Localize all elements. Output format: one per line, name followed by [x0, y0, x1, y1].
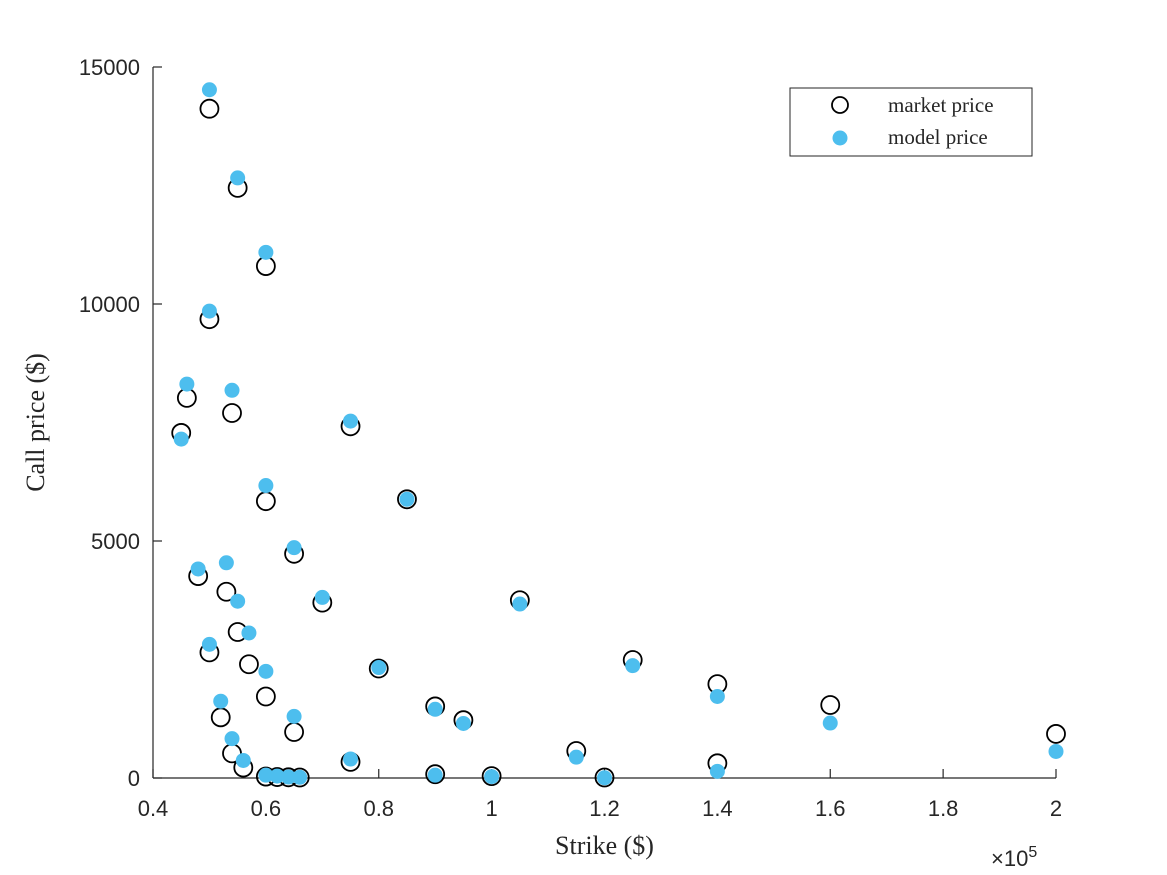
model-price-point	[230, 593, 246, 609]
model-price-point	[343, 413, 359, 429]
x-tick-label: 1.8	[928, 796, 959, 821]
model-price-point	[258, 244, 274, 260]
x-axis-label: Strike ($)	[555, 831, 654, 860]
x-tick-label: 0.8	[363, 796, 394, 821]
market-price-point	[1046, 724, 1066, 744]
model-price-point	[427, 767, 443, 783]
model-price-point	[314, 589, 330, 605]
x-tick-label: 2	[1050, 796, 1062, 821]
y-axis-label: Call price ($)	[21, 353, 50, 492]
x-axis-exponent-label: ×105	[991, 844, 1037, 871]
model-price-point	[568, 749, 584, 765]
tick-labels: 0.4 0.6 0.8 1 1.2 1.4 1.6 1.8 2 0 5000 10000 15000	[79, 55, 1062, 821]
model-price-point	[190, 561, 206, 577]
model-price-point	[625, 658, 641, 674]
model-price-point	[224, 382, 240, 398]
ticks	[152, 66, 1057, 779]
model-price-point	[822, 715, 838, 731]
model-price-point	[258, 663, 274, 679]
legend-label-market-price: market price	[888, 93, 994, 117]
model-price-point	[709, 763, 725, 779]
market-price-point	[199, 98, 220, 119]
axes	[152, 67, 1056, 779]
x-tick-label: 1.2	[589, 796, 620, 821]
x-exponent-base: ×10	[991, 846, 1028, 871]
y-tick-label: 0	[128, 766, 140, 791]
x-exponent-power: 5	[1028, 844, 1037, 861]
model-price-point	[484, 769, 500, 785]
market-price-point	[239, 654, 259, 675]
model-price-point	[1048, 743, 1064, 759]
series-model-price	[173, 82, 1064, 786]
model-price-point	[201, 303, 217, 319]
model-price-point	[597, 770, 612, 786]
series-market-price	[171, 98, 1066, 788]
model-price-point	[230, 170, 246, 186]
market-price-point	[594, 767, 615, 788]
model-price-point	[218, 555, 234, 571]
model-price-point	[371, 660, 387, 676]
model-price-point	[512, 596, 528, 612]
market-price-point	[284, 722, 304, 742]
model-price-point	[286, 540, 302, 556]
model-price-point	[201, 82, 217, 98]
model-price-point	[709, 688, 725, 704]
market-price-point	[425, 764, 446, 785]
market-price-point	[210, 707, 231, 728]
market-price-point	[481, 766, 502, 787]
x-tick-label: 0.4	[138, 796, 169, 821]
x-tick-label: 1.4	[702, 796, 733, 821]
y-tick-label: 15000	[79, 55, 140, 80]
model-price-point	[224, 731, 240, 747]
model-price-point	[179, 376, 195, 392]
model-price-point	[241, 625, 257, 641]
model-price-point	[292, 769, 308, 785]
market-price-point	[255, 686, 276, 707]
model-price-point	[427, 701, 443, 717]
model-price-point	[280, 769, 296, 785]
model-price-point	[399, 491, 415, 507]
market-price-point	[222, 403, 242, 423]
legend-marker-model-price	[832, 130, 848, 146]
legend: market price model price	[789, 87, 1033, 157]
model-price-point	[213, 693, 229, 709]
model-price-point	[343, 751, 359, 767]
model-price-point	[258, 767, 274, 783]
x-tick-label: 1	[486, 796, 498, 821]
model-price-point	[455, 715, 471, 731]
market-price-point	[820, 695, 841, 715]
y-tick-label: 5000	[91, 529, 140, 554]
y-tick-label: 10000	[79, 292, 140, 317]
model-price-point	[173, 431, 189, 447]
x-tick-label: 0.6	[251, 796, 282, 821]
market-price-point	[216, 581, 237, 602]
x-tick-label: 1.6	[815, 796, 846, 821]
model-price-point	[258, 478, 274, 494]
model-price-point	[286, 708, 302, 724]
market-price-point	[397, 489, 417, 510]
model-price-point	[235, 752, 251, 768]
model-price-point	[269, 768, 285, 784]
market-price-point	[368, 658, 389, 679]
legend-marker-market-price	[831, 96, 849, 114]
legend-box	[789, 87, 1033, 157]
market-price-point	[255, 491, 276, 512]
legend-label-model-price: model price	[888, 125, 988, 149]
model-price-point	[201, 636, 217, 652]
